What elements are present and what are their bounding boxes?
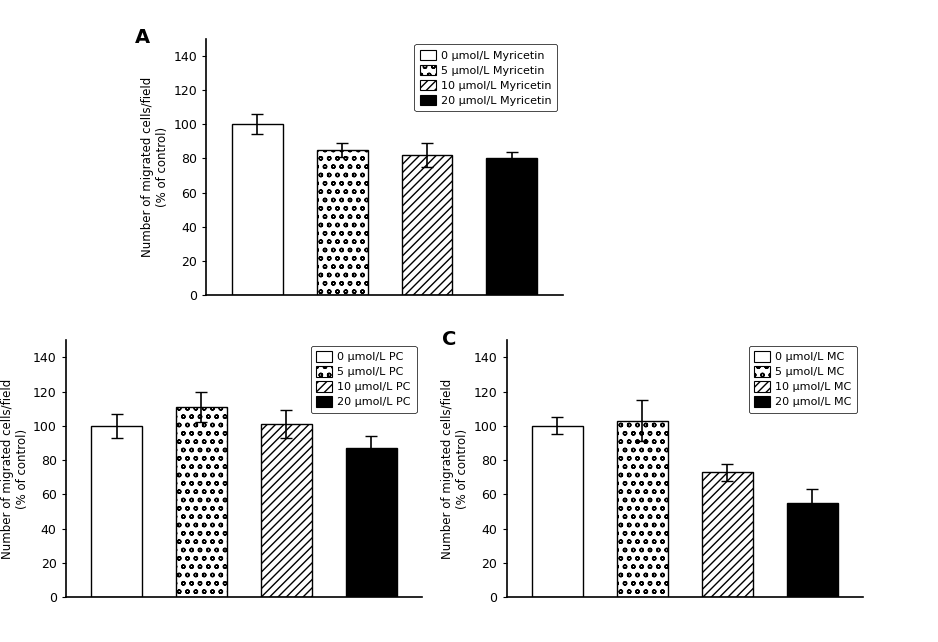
- Legend: 0 μmol/L Myricetin, 5 μmol/L Myricetin, 10 μmol/L Myricetin, 20 μmol/L Myricetin: 0 μmol/L Myricetin, 5 μmol/L Myricetin, …: [415, 44, 557, 111]
- Bar: [401, 155, 452, 295]
- Bar: [317, 150, 368, 295]
- Legend: 0 μmol/L MC, 5 μmol/L MC, 10 μmol/L MC, 20 μmol/L MC: 0 μmol/L MC, 5 μmol/L MC, 10 μmol/L MC, …: [749, 346, 857, 413]
- Y-axis label: Number of migrated cells/field
(% of control): Number of migrated cells/field (% of con…: [142, 77, 169, 257]
- Bar: [232, 124, 282, 295]
- Bar: [261, 424, 311, 597]
- Y-axis label: Number of migrated cells/field
(% of control): Number of migrated cells/field (% of con…: [1, 379, 28, 559]
- Bar: [176, 407, 227, 597]
- Bar: [787, 503, 838, 597]
- Bar: [91, 426, 142, 597]
- Bar: [532, 426, 582, 597]
- Bar: [702, 472, 752, 597]
- Text: A: A: [135, 28, 150, 48]
- Legend: 0 μmol/L PC, 5 μmol/L PC, 10 μmol/L PC, 20 μmol/L PC: 0 μmol/L PC, 5 μmol/L PC, 10 μmol/L PC, …: [310, 346, 416, 413]
- Bar: [617, 421, 668, 597]
- Text: C: C: [443, 330, 457, 349]
- Bar: [346, 448, 397, 597]
- Y-axis label: Number of migrated cells/field
(% of control): Number of migrated cells/field (% of con…: [442, 379, 469, 559]
- Bar: [487, 159, 537, 295]
